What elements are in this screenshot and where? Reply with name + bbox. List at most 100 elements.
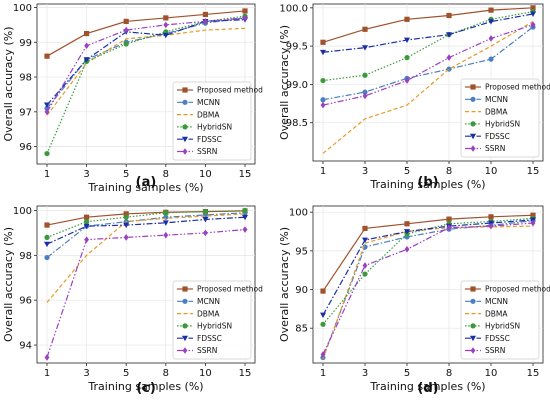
legend-marker bbox=[470, 145, 476, 152]
y-axis-label: Overall accuracy (%) bbox=[2, 27, 15, 142]
series-0 bbox=[320, 5, 536, 45]
data-point bbox=[362, 225, 368, 232]
data-point bbox=[530, 212, 536, 218]
data-point bbox=[123, 222, 130, 229]
series-line bbox=[322, 214, 534, 292]
data-point bbox=[163, 231, 169, 239]
series-line bbox=[46, 27, 246, 116]
series-line bbox=[322, 13, 534, 53]
series-5 bbox=[320, 219, 536, 358]
y-tick-label: 99 bbox=[19, 38, 32, 49]
legend-entry: Proposed method bbox=[485, 285, 550, 294]
y-tick-label: 94 bbox=[19, 341, 32, 352]
data-point bbox=[44, 222, 50, 228]
legend-marker bbox=[182, 323, 188, 329]
series-line bbox=[46, 15, 246, 154]
y-tick-label: 98 bbox=[19, 73, 32, 84]
legend-marker bbox=[470, 133, 476, 140]
legend-marker bbox=[182, 136, 188, 143]
data-point bbox=[123, 18, 129, 24]
data-point bbox=[404, 55, 410, 61]
data-point bbox=[530, 21, 536, 28]
data-point bbox=[162, 32, 169, 39]
panel-label: (c) bbox=[136, 381, 156, 396]
data-point bbox=[362, 92, 368, 100]
data-point bbox=[84, 30, 90, 37]
legend-marker bbox=[470, 286, 476, 292]
series-1 bbox=[320, 24, 536, 103]
data-point bbox=[404, 229, 410, 235]
data-point bbox=[203, 18, 208, 25]
series-2 bbox=[322, 21, 534, 154]
panel-label: (d) bbox=[417, 381, 438, 396]
series-line bbox=[322, 24, 534, 106]
data-point bbox=[446, 54, 452, 61]
series-4 bbox=[320, 217, 536, 319]
y-tick-label: 100 bbox=[13, 206, 32, 217]
x-tick-label: 1 bbox=[320, 166, 326, 177]
data-point bbox=[320, 321, 326, 327]
legend-entry: Proposed method bbox=[197, 285, 263, 294]
data-point bbox=[488, 7, 494, 13]
data-point bbox=[446, 12, 452, 19]
legend-entry: SSRN bbox=[197, 346, 217, 355]
y-tick-label: 98.5 bbox=[286, 118, 308, 129]
x-tick-label: 1 bbox=[44, 368, 50, 379]
x-tick-label: 15 bbox=[527, 368, 540, 379]
series-line bbox=[46, 17, 246, 113]
data-point bbox=[123, 26, 129, 34]
data-point bbox=[362, 72, 368, 78]
legend-box bbox=[460, 280, 540, 360]
legend-entry: MCNN bbox=[197, 297, 220, 306]
series-line bbox=[322, 7, 534, 43]
x-tick-label: 5 bbox=[123, 368, 129, 379]
data-point bbox=[404, 246, 410, 253]
data-point bbox=[488, 214, 494, 220]
data-point bbox=[320, 39, 326, 45]
legend-box bbox=[172, 81, 252, 161]
data-point bbox=[362, 45, 368, 51]
series-line bbox=[322, 21, 534, 154]
y-tick-label: 96 bbox=[19, 296, 32, 307]
data-point bbox=[530, 11, 536, 17]
y-tick-label: 96 bbox=[19, 142, 32, 153]
data-point bbox=[320, 77, 326, 84]
data-point bbox=[362, 262, 368, 269]
x-tick-label: 15 bbox=[527, 166, 540, 177]
legend-entry: MCNN bbox=[197, 98, 220, 107]
data-point bbox=[202, 11, 208, 18]
legend-marker bbox=[182, 286, 188, 292]
series-0 bbox=[320, 212, 536, 294]
x-tick-label: 10 bbox=[199, 368, 212, 379]
data-point bbox=[83, 57, 90, 63]
data-point bbox=[446, 216, 452, 222]
data-point bbox=[362, 89, 368, 95]
legend-entry: HybridSN bbox=[197, 322, 232, 331]
data-point bbox=[320, 351, 326, 358]
legend-marker bbox=[470, 84, 476, 90]
y-tick-label: 99.0 bbox=[286, 80, 308, 91]
legend-entry: FDSSC bbox=[197, 334, 222, 343]
y-tick-label: 85 bbox=[295, 324, 308, 335]
series-5 bbox=[44, 14, 248, 116]
data-point bbox=[44, 102, 50, 108]
series-line bbox=[46, 209, 246, 238]
y-tick-label: 100.0 bbox=[279, 3, 308, 14]
x-tick-label: 8 bbox=[446, 166, 452, 177]
legend-entry: HybridSN bbox=[197, 123, 232, 132]
x-axis-label: Training samples (%) bbox=[369, 380, 485, 393]
x-tick-label: 5 bbox=[123, 169, 129, 180]
data-point bbox=[202, 209, 208, 215]
legend-marker bbox=[470, 335, 476, 342]
x-tick-label: 8 bbox=[163, 368, 169, 379]
legend-marker bbox=[182, 335, 188, 342]
data-point bbox=[123, 234, 129, 241]
legend: Proposed method MCNN DBMA HybridSN FDSSC SSRN bbox=[172, 81, 263, 161]
data-point bbox=[44, 241, 50, 248]
data-point bbox=[362, 271, 368, 277]
panel-label: (b) bbox=[417, 175, 438, 190]
data-point bbox=[242, 214, 248, 221]
data-point bbox=[362, 237, 368, 244]
series-line bbox=[322, 26, 534, 101]
series-5 bbox=[320, 21, 536, 109]
